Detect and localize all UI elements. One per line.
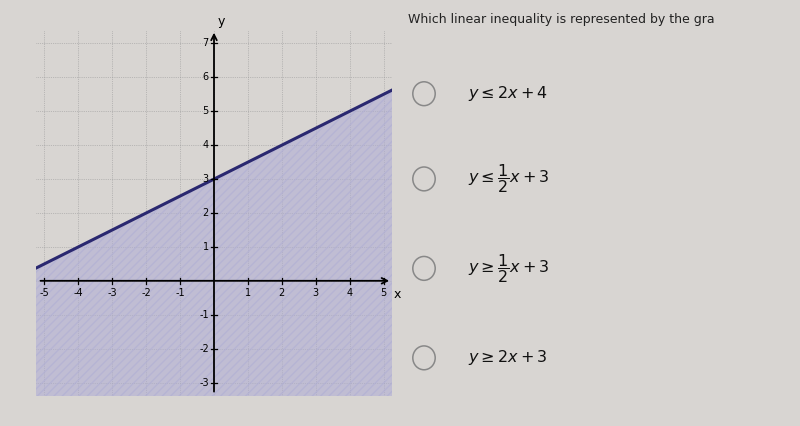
Text: 5: 5 bbox=[202, 106, 209, 116]
Text: 1: 1 bbox=[202, 242, 209, 252]
Text: 3: 3 bbox=[313, 288, 318, 298]
Text: $y \geq \dfrac{1}{2}x + 3$: $y \geq \dfrac{1}{2}x + 3$ bbox=[468, 252, 550, 285]
Text: -1: -1 bbox=[175, 288, 185, 298]
Text: x: x bbox=[394, 288, 401, 301]
Text: $y \leq \dfrac{1}{2}x + 3$: $y \leq \dfrac{1}{2}x + 3$ bbox=[468, 162, 550, 196]
Text: 1: 1 bbox=[245, 288, 251, 298]
Text: -1: -1 bbox=[199, 310, 209, 320]
Text: 4: 4 bbox=[202, 140, 209, 150]
Text: -5: -5 bbox=[40, 288, 50, 298]
Text: Which linear inequality is represented by the gra: Which linear inequality is represented b… bbox=[408, 13, 714, 26]
Text: 2: 2 bbox=[202, 208, 209, 218]
Text: 7: 7 bbox=[202, 38, 209, 49]
Text: $y \leq 2x + 4$: $y \leq 2x + 4$ bbox=[468, 84, 548, 103]
Text: 3: 3 bbox=[202, 174, 209, 184]
Text: 4: 4 bbox=[346, 288, 353, 298]
Text: -4: -4 bbox=[74, 288, 83, 298]
Text: y: y bbox=[218, 15, 226, 28]
Text: 6: 6 bbox=[202, 72, 209, 82]
Text: -3: -3 bbox=[107, 288, 117, 298]
Text: -2: -2 bbox=[142, 288, 151, 298]
Text: -2: -2 bbox=[199, 344, 209, 354]
Text: $y \geq 2x + 3$: $y \geq 2x + 3$ bbox=[468, 348, 547, 367]
Text: 5: 5 bbox=[380, 288, 386, 298]
Text: -3: -3 bbox=[199, 377, 209, 388]
Text: 2: 2 bbox=[278, 288, 285, 298]
